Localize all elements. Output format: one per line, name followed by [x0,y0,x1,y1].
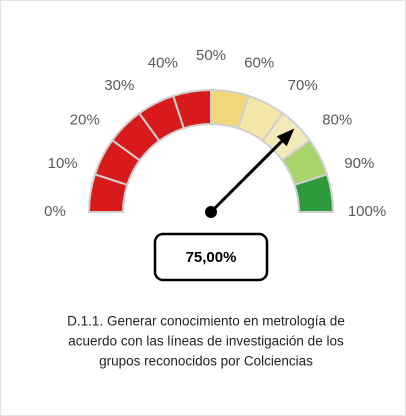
tick-label: 90% [344,155,374,172]
caption-line: D.1.1. Generar conocimiento en metrologí… [67,314,345,329]
tick-label: 40% [148,55,178,72]
value-label: 75,00% [186,249,237,266]
tick-label: 50% [196,47,226,64]
gauge-band [293,173,335,213]
tick-label: 100% [348,203,386,220]
tick-label: 60% [244,55,274,72]
tick-label: 20% [70,111,100,128]
tick-label: 10% [48,155,78,172]
value-box [153,232,269,282]
tick-label: 30% [104,77,134,94]
needle-head [276,128,295,147]
needle-hub [205,206,217,218]
caption-line: grupos reconocidos por Colciencias [99,354,313,369]
caption-line: acuerdo con las líneas de investigación … [68,334,344,349]
tick-label: 70% [288,77,318,94]
tick-label: 0% [44,203,66,220]
needle [209,140,283,214]
tick-label: 80% [322,111,352,128]
